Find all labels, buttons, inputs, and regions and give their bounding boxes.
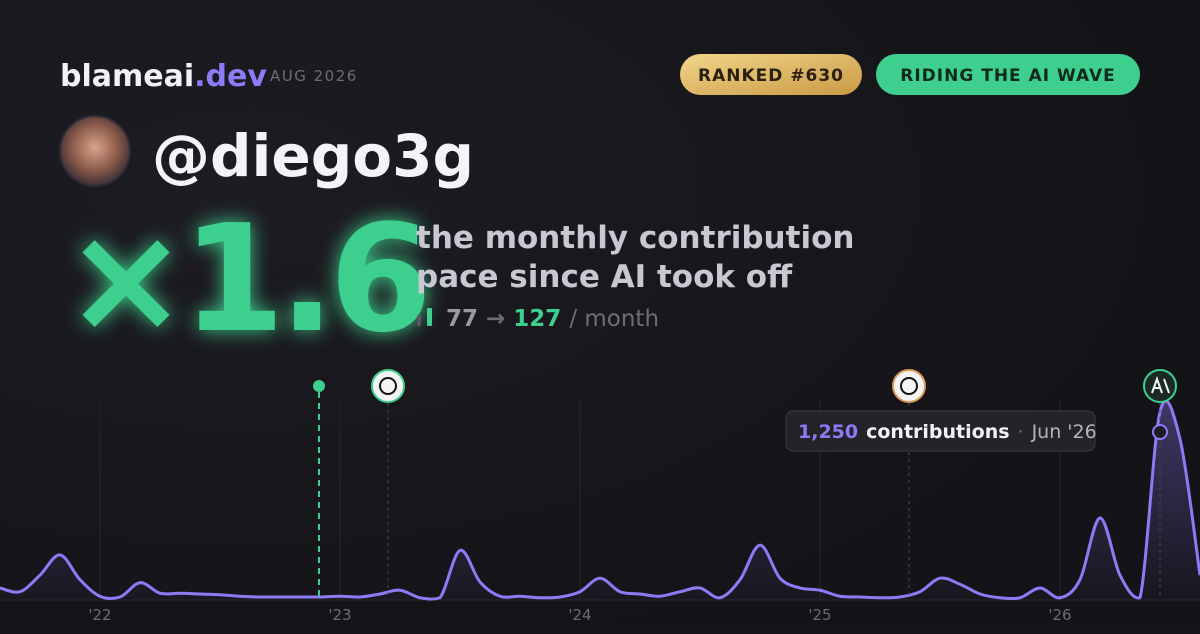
multiplier: ×1.6	[64, 193, 426, 365]
stat-icon-before	[417, 315, 421, 326]
event-icon-openai	[892, 369, 926, 403]
x-tick-label: '24	[568, 606, 591, 624]
brand-tld: .dev	[194, 59, 267, 94]
chart: '22 '23 '24 '25 '26	[0, 399, 1200, 624]
event-glyph	[900, 377, 918, 395]
headline-line2: pace since AI took off	[416, 259, 793, 295]
ai-start-dot	[313, 380, 325, 392]
stats: 77 → 127 / month	[446, 306, 659, 332]
stat-per: / month	[569, 306, 659, 332]
tooltip-text: 1,250 contributions · Jun '26	[798, 421, 1097, 443]
stat-icon-after	[427, 308, 432, 326]
brand-name: blameai	[60, 59, 194, 94]
avatar	[59, 115, 131, 187]
rank-badge	[680, 54, 862, 95]
tooltip	[785, 410, 1096, 452]
rank-badge-text: RANKED #630	[698, 66, 844, 86]
stat-after: 127	[513, 306, 561, 332]
line	[0, 399, 1200, 601]
peak-marker	[1152, 424, 1168, 440]
brand: blameai.dev	[60, 59, 267, 94]
headline-line1: the monthly contribution	[416, 220, 854, 256]
x-tick-label: '23	[328, 606, 351, 624]
tooltip-sep: ·	[1018, 421, 1024, 443]
period: AUG 2026	[270, 67, 358, 85]
stat-before: 77	[446, 306, 478, 332]
tooltip-value: 1,250	[798, 421, 858, 443]
x-tick-label: '22	[88, 606, 111, 624]
event-glyph	[1151, 376, 1170, 394]
event-glyph	[379, 377, 397, 395]
x-tick-label: '26	[1048, 606, 1071, 624]
wave-badge-text: RIDING THE AI WAVE	[900, 66, 1115, 86]
tooltip-date: Jun '26	[1031, 421, 1097, 443]
event-icon-openai	[371, 369, 405, 403]
tooltip-unit: contributions	[866, 421, 1009, 443]
wave-badge	[876, 54, 1140, 95]
handle: @diego3g	[152, 122, 474, 190]
stat-arrow: →	[486, 306, 505, 332]
x-tick-label: '25	[808, 606, 831, 624]
